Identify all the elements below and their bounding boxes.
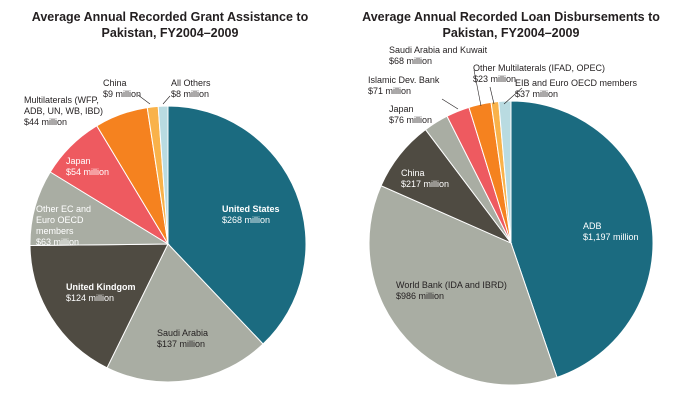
loan-slice-eib-and-euro-oecd-members xyxy=(498,100,512,244)
grant-slice-united-kindgom xyxy=(29,243,169,369)
grant-label-japan: Japan $54 million xyxy=(66,156,109,177)
loan-label-japan: Japan $76 million xyxy=(389,104,432,125)
grant-all-others-leader-line xyxy=(162,95,171,105)
grant-pie-slices xyxy=(29,105,307,383)
grant-label-united-states: United States $268 million xyxy=(222,204,282,225)
loan-chart-title-line-2: Pakistan, FY2004–2009 xyxy=(443,26,580,40)
loan-slice-world-bank-ida-and-ibrd xyxy=(368,185,558,386)
loan-saudi-kuwait-leader-line xyxy=(473,69,482,107)
loan-eib-leader-line xyxy=(503,87,523,105)
grant-label-all-others: All Others $8 million xyxy=(171,78,213,99)
loan-pie-chart: Average Annual Recorded Loan Disbursemen… xyxy=(362,10,660,386)
loan-chart-title-line-1: Average Annual Recorded Loan Disbursemen… xyxy=(362,10,660,24)
loan-label-islamic-dev-bank: Islamic Dev. Bank $71 million xyxy=(368,75,442,96)
loan-label-other-multilaterals: Other Multilaterals (IFAD, OPEC) $23 mil… xyxy=(473,63,608,84)
grant-label-china: China $9 million xyxy=(103,78,141,99)
loan-pie-slices xyxy=(368,100,654,386)
grant-label-multilaterals: Multilaterals (WFP, ADB, UN, WB, IBD) $4… xyxy=(24,95,106,127)
grant-chart-title-line-1: Average Annual Recorded Grant Assistance… xyxy=(32,10,309,24)
loan-slice-adb xyxy=(510,100,654,378)
grant-china-leader-line xyxy=(137,94,151,105)
loan-label-saudi-kuwait: Saudi Arabia and Kuwait $68 million xyxy=(389,45,490,66)
grant-slice-saudi-arabia xyxy=(106,243,264,383)
loan-label-world-bank: World Bank (IDA and IBRD) $986 million xyxy=(396,280,509,301)
loan-label-eib: EIB and Euro OECD members $37 million xyxy=(515,78,640,99)
grant-label-other-ec: Other EC and Euro OECD members $63 milli… xyxy=(36,204,94,247)
loan-islamic-dev-bank-leader-line xyxy=(441,98,459,110)
grant-label-united-kingdom: United Kindgom $124 million xyxy=(66,282,138,303)
grant-label-saudi-arabia: Saudi Arabia $137 million xyxy=(157,328,211,349)
grant-slice-united-states xyxy=(167,105,307,345)
loan-label-china: China $217 million xyxy=(401,168,449,189)
grant-slice-all-others xyxy=(157,105,169,245)
grant-chart-title-line-2: Pakistan, FY2004–2009 xyxy=(102,26,239,40)
loan-label-adb: ADB $1,197 million xyxy=(583,221,639,242)
grant-pie-chart: Average Annual Recorded Grant Assistance… xyxy=(24,10,309,383)
loan-other-multilaterals-leader-line xyxy=(489,86,495,105)
